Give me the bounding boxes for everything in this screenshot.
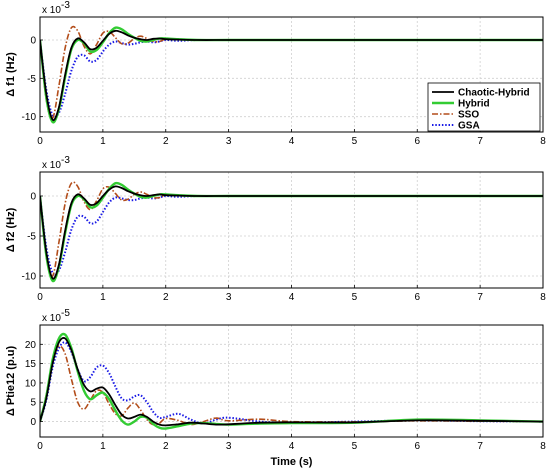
x-tick-label: 4 — [289, 441, 295, 452]
y-tick-label: 0 — [30, 192, 36, 203]
y-exponent-label: x 10 — [42, 5, 61, 16]
legend-label-gsa: GSA — [458, 121, 480, 132]
x-tick-label: 1 — [100, 136, 106, 147]
x-tick-label: 3 — [226, 441, 232, 452]
x-tick-label: 0 — [37, 292, 43, 303]
series-line-sso — [40, 345, 543, 426]
x-tick-label: 6 — [414, 441, 420, 452]
x-tick-label: 2 — [163, 441, 169, 452]
y-tick-label: 10 — [25, 378, 37, 389]
legend-label-sso: SSO — [458, 110, 479, 121]
y-tick-label: -10 — [22, 112, 37, 123]
x-tick-label: 7 — [477, 136, 483, 147]
x-tick-label: 8 — [540, 292, 546, 303]
series-line-chaotic-hybrid — [40, 29, 543, 122]
y-exponent-power: -5 — [61, 308, 70, 319]
y-tick-label: 0 — [30, 417, 36, 428]
y-axis-label: Δ f2 (Hz) — [5, 207, 17, 252]
x-tick-label: 4 — [289, 292, 295, 303]
series-line-chaotic-hybrid — [40, 337, 543, 427]
x-tick-label: 7 — [477, 292, 483, 303]
panel-1: 0 1 2 3 4 5 6 7 8 0 -5 -10 x 10 -3 Δ f1 (Hz) Chaotic-Hy… — [5, 0, 546, 147]
x-tick-label: 5 — [352, 292, 358, 303]
y-tick-label: -10 — [22, 272, 37, 283]
y-exponent-label: x 10 — [42, 313, 61, 324]
x-axis-label: Time (s) — [271, 456, 313, 468]
y-tick-label: 0 — [30, 36, 36, 47]
x-tick-label: 2 — [163, 292, 169, 303]
y-exponent-power: -3 — [61, 0, 70, 11]
x-tick-label: 0 — [37, 441, 43, 452]
series-line-gsa — [40, 194, 543, 276]
y-exponent-power: -3 — [61, 155, 70, 166]
series-line-sso — [40, 25, 543, 120]
x-tick-label: 0 — [37, 136, 43, 147]
legend-box — [427, 82, 541, 132]
x-tick-label: 1 — [100, 292, 106, 303]
x-tick-label: 7 — [477, 441, 483, 452]
y-axis-label: Δ Ptie12 (p.u) — [5, 346, 17, 417]
x-tick-label: 5 — [352, 441, 358, 452]
x-tick-label: 8 — [540, 441, 546, 452]
x-tick-label: 3 — [226, 292, 232, 303]
panel-2: 0 1 2 3 4 5 6 7 8 0 -5 -10 x 10 -3 Δ f2 (Hz) — [5, 155, 546, 303]
x-tick-label: 2 — [163, 136, 169, 147]
legend-label-hybrid: Hybrid — [458, 99, 490, 110]
y-exponent-label: x 10 — [42, 160, 61, 171]
x-tick-label: 1 — [100, 441, 106, 452]
y-tick-label: 5 — [30, 398, 36, 409]
x-tick-label: 3 — [226, 136, 232, 147]
y-tick-label: -5 — [27, 232, 36, 243]
x-tick-label: 8 — [540, 136, 546, 147]
x-tick-label: 5 — [352, 136, 358, 147]
series-line-chaotic-hybrid — [40, 185, 543, 280]
panel-3: 0 1 2 3 4 5 6 7 8 20 15 10 5 0 x 10 -5 Δ Ptie12 (p.u) Tim… — [5, 308, 546, 468]
x-tick-label: 4 — [289, 136, 295, 147]
y-tick-label: -5 — [27, 74, 36, 85]
x-tick-label: 6 — [414, 292, 420, 303]
y-tick-label: 20 — [25, 340, 37, 351]
legend-label-chaotic-hybrid: Chaotic-Hybrid — [458, 88, 530, 99]
y-tick-label: 15 — [25, 359, 37, 370]
y-axis-label: Δ f1 (Hz) — [5, 52, 17, 97]
x-tick-label: 6 — [414, 136, 420, 147]
